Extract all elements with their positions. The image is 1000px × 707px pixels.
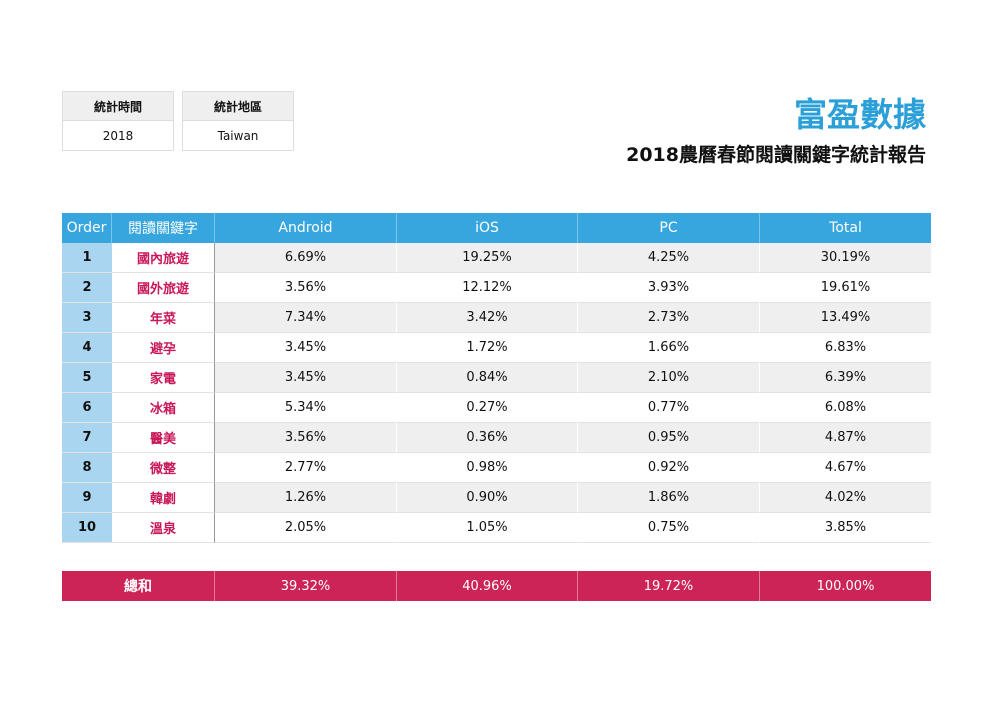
cell: 3.56%: [215, 273, 397, 303]
cell: 1.66%: [578, 333, 760, 363]
cell: 6.39%: [760, 363, 931, 393]
cell: 1.05%: [397, 513, 578, 543]
cell: 0.27%: [397, 393, 578, 423]
order-cell: 3: [62, 303, 112, 333]
keyword-cell: 微整: [112, 453, 215, 483]
cell: 0.77%: [578, 393, 760, 423]
total-value: 100.00%: [760, 571, 931, 601]
info-label: 統計時間: [62, 91, 174, 121]
keyword-cell: 韓劇: [112, 483, 215, 513]
info-value: 2018: [62, 121, 174, 151]
cell: 12.12%: [397, 273, 578, 303]
cell: 4.67%: [760, 453, 931, 483]
order-cell: 7: [62, 423, 112, 453]
cell: 2.05%: [215, 513, 397, 543]
cell: 1.72%: [397, 333, 578, 363]
keyword-cell: 年菜: [112, 303, 215, 333]
cell: 4.87%: [760, 423, 931, 453]
order-cell: 5: [62, 363, 112, 393]
cell: 19.25%: [397, 243, 578, 273]
column-header: 閱讀關鍵字: [112, 213, 215, 243]
order-cell: 9: [62, 483, 112, 513]
cell: 0.75%: [578, 513, 760, 543]
cell: 2.77%: [215, 453, 397, 483]
cell: 4.25%: [578, 243, 760, 273]
cell: 2.10%: [578, 363, 760, 393]
column-header: iOS: [397, 213, 578, 243]
cell: 6.08%: [760, 393, 931, 423]
keyword-cell: 醫美: [112, 423, 215, 453]
cell: 0.92%: [578, 453, 760, 483]
cell: 3.45%: [215, 333, 397, 363]
total-label: 總和: [62, 571, 215, 601]
keyword-cell: 避孕: [112, 333, 215, 363]
cell: 7.34%: [215, 303, 397, 333]
cell: 3.56%: [215, 423, 397, 453]
cell: 6.69%: [215, 243, 397, 273]
keyword-cell: 溫泉: [112, 513, 215, 543]
cell: 5.34%: [215, 393, 397, 423]
cell: 3.42%: [397, 303, 578, 333]
column-header: Total: [760, 213, 931, 243]
order-cell: 10: [62, 513, 112, 543]
order-cell: 8: [62, 453, 112, 483]
column-header: Order: [62, 213, 112, 243]
cell: 13.49%: [760, 303, 931, 333]
order-cell: 4: [62, 333, 112, 363]
order-cell: 1: [62, 243, 112, 273]
order-cell: 6: [62, 393, 112, 423]
total-value: 40.96%: [397, 571, 578, 601]
cell: 0.36%: [397, 423, 578, 453]
total-value: 19.72%: [578, 571, 760, 601]
cell: 3.85%: [760, 513, 931, 543]
keyword-cell: 國內旅遊: [112, 243, 215, 273]
order-cell: 2: [62, 273, 112, 303]
cell: 6.83%: [760, 333, 931, 363]
cell: 0.98%: [397, 453, 578, 483]
info-label: 統計地區: [182, 91, 294, 121]
column-header: Android: [215, 213, 397, 243]
cell: 1.26%: [215, 483, 397, 513]
report-title: 2018農曆春節閱讀關鍵字統計報告: [626, 144, 926, 166]
cell: 19.61%: [760, 273, 931, 303]
cell: 2.73%: [578, 303, 760, 333]
cell: 0.95%: [578, 423, 760, 453]
keyword-cell: 家電: [112, 363, 215, 393]
cell: 0.84%: [397, 363, 578, 393]
cell: 30.19%: [760, 243, 931, 273]
cell: 1.86%: [578, 483, 760, 513]
brand: 富盈數據: [794, 95, 926, 134]
info-value: Taiwan: [182, 121, 294, 151]
cell: 3.93%: [578, 273, 760, 303]
keyword-cell: 國外旅遊: [112, 273, 215, 303]
total-value: 39.32%: [215, 571, 397, 601]
column-header: PC: [578, 213, 760, 243]
cell: 0.90%: [397, 483, 578, 513]
cell: 4.02%: [760, 483, 931, 513]
keyword-cell: 冰箱: [112, 393, 215, 423]
cell: 3.45%: [215, 363, 397, 393]
